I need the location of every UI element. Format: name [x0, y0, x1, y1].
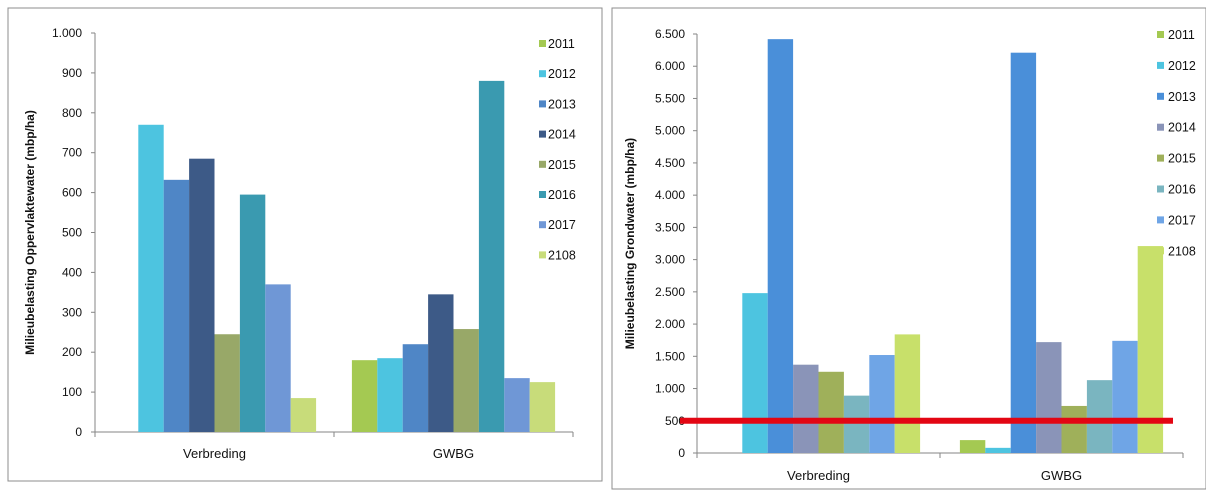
legend-marker [1157, 216, 1164, 224]
y-tick-label: 800 [62, 106, 82, 120]
legend-marker [539, 40, 546, 47]
x-category-label: Verbreding [183, 446, 246, 461]
bar-2015-gwbg [1061, 405, 1087, 453]
bar-2015-gwbg [453, 329, 479, 432]
legend-marker [1157, 154, 1164, 162]
legend-label: 2017 [1168, 213, 1196, 227]
bar-2013-gwbg [402, 344, 429, 432]
y-tick-label: 200 [62, 345, 82, 359]
y-tick-label: 1.500 [655, 349, 685, 363]
bar-2012-verbreding [742, 293, 768, 453]
grondwater-chart-panel: 6.500 6.000 5.500 5.000 4.500 4.000 3.500 3.000… [611, 7, 1206, 490]
y-tick-label: 300 [62, 305, 82, 319]
bar-2017-gwbg [504, 378, 530, 432]
bar-2014-gwbg [428, 294, 454, 432]
legend-label: 2016 [548, 188, 576, 202]
bar-2011-gwbg [351, 360, 378, 432]
y-tick-label: 500 [62, 226, 82, 240]
legend-label: 2011 [1168, 28, 1195, 42]
legend-marker [1157, 61, 1164, 69]
y-axis-title: Milieubelasting Grondwater (mbp/ha) [623, 138, 637, 349]
bar-2012-verbreding [138, 124, 164, 433]
y-tick-label: 6.500 [655, 27, 685, 41]
legend-marker [539, 100, 546, 108]
y-tick-label: 0 [75, 425, 82, 439]
y-tick-label: 6.000 [655, 59, 685, 73]
bar-2108-verbreding [290, 398, 317, 432]
bar-2012-gwbg [377, 358, 403, 432]
legend-marker [539, 191, 546, 198]
legend-marker [539, 251, 546, 259]
legend-marker [1157, 247, 1164, 255]
y-tick-label: 600 [62, 186, 82, 200]
y-tick-label: 2.500 [655, 285, 685, 299]
bar-2017-verbreding [265, 284, 291, 432]
bar-2011-gwbg [959, 440, 986, 453]
chart-frame [7, 7, 603, 482]
bar-2016-gwbg [478, 80, 505, 432]
bar-2014-verbreding [793, 364, 819, 453]
legend-marker [539, 160, 546, 168]
bar-2013-verbreding [163, 179, 190, 432]
bar-2016-verbreding [843, 395, 870, 453]
legend-label: 2013 [548, 97, 576, 111]
legend-label: 2014 [548, 128, 576, 142]
bar-2015-verbreding [214, 334, 240, 432]
legend-marker [1157, 31, 1164, 38]
bar-2016-verbreding [239, 194, 266, 432]
bar-2013-verbreding [767, 39, 794, 453]
y-tick-label: 5.500 [655, 91, 685, 105]
bar-2016-gwbg [1086, 380, 1113, 453]
y-tick-label: 4.500 [655, 156, 685, 170]
bar-2017-verbreding [869, 355, 895, 453]
y-tick-label: 100 [62, 385, 82, 399]
bar-2017-gwbg [1112, 340, 1138, 453]
y-tick-label: 900 [62, 66, 82, 80]
y-axis-title: Milieubelasting Oppervlaktewater (mbp/ha… [23, 110, 37, 355]
legend-label: 2012 [548, 67, 576, 81]
x-category-label: Verbreding [787, 468, 850, 483]
x-category-label: GWBG [1041, 468, 1082, 483]
bar-2013-gwbg [1010, 52, 1037, 453]
bar-2014-verbreding [189, 158, 215, 432]
y-tick-label: 4.000 [655, 188, 685, 202]
legend-label: 2108 [1168, 244, 1196, 258]
legend-label: 2011 [548, 37, 575, 51]
bar-2014-gwbg [1036, 342, 1062, 453]
y-tick-label: 0 [678, 446, 685, 460]
bar-2108-verbreding [894, 334, 921, 453]
legend-marker [1157, 185, 1164, 193]
legend-marker [539, 130, 546, 138]
legend-marker [1157, 123, 1164, 131]
oppervlaktewater-chart-panel: 1.000 900 800 700 600 500 400 300 200 100 0 Verbred… [7, 7, 603, 482]
legend-label: 2015 [1168, 152, 1196, 166]
y-tick-label: 700 [62, 146, 82, 160]
bar-2012-gwbg [985, 447, 1011, 453]
legend-label: 2014 [1168, 121, 1196, 135]
x-category-label: GWBG [433, 446, 474, 461]
legend-marker [539, 221, 546, 229]
y-tick-label: 400 [62, 265, 82, 279]
legend-label: 2108 [548, 248, 576, 262]
y-tick-label: 2.000 [655, 317, 685, 331]
legend-label: 2012 [1168, 59, 1196, 73]
legend-marker [539, 70, 546, 78]
y-tick-label: 1.000 [52, 26, 82, 40]
y-tick-label: 3.500 [655, 220, 685, 234]
legend-label: 2017 [548, 218, 576, 232]
y-tick-label: 1.000 [655, 382, 685, 396]
y-tick-label: 3.000 [655, 253, 685, 267]
y-tick-label: 500 [665, 414, 685, 428]
legend-label: 2016 [1168, 183, 1196, 197]
legend-label: 2015 [548, 158, 576, 172]
legend-label: 2013 [1168, 90, 1196, 104]
legend-marker [1157, 92, 1164, 100]
y-tick-label: 5.000 [655, 124, 685, 138]
bar-2108-gwbg [529, 382, 556, 432]
chart-frame [611, 7, 1206, 490]
bar-2015-verbreding [818, 371, 844, 453]
